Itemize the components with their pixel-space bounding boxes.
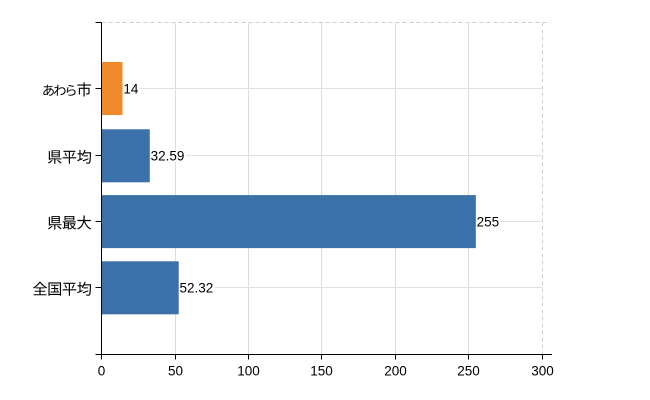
svg-text:32.59: 32.59	[151, 149, 185, 164]
svg-text:250: 250	[457, 364, 480, 379]
svg-text:50: 50	[168, 364, 183, 379]
svg-text:150: 150	[310, 364, 333, 379]
svg-text:200: 200	[384, 364, 407, 379]
svg-text:0: 0	[98, 364, 106, 379]
svg-text:52.32: 52.32	[180, 281, 214, 296]
svg-text:100: 100	[237, 364, 260, 379]
svg-text:14: 14	[123, 81, 139, 96]
svg-text:255: 255	[477, 215, 500, 230]
svg-text:300: 300	[531, 364, 554, 379]
